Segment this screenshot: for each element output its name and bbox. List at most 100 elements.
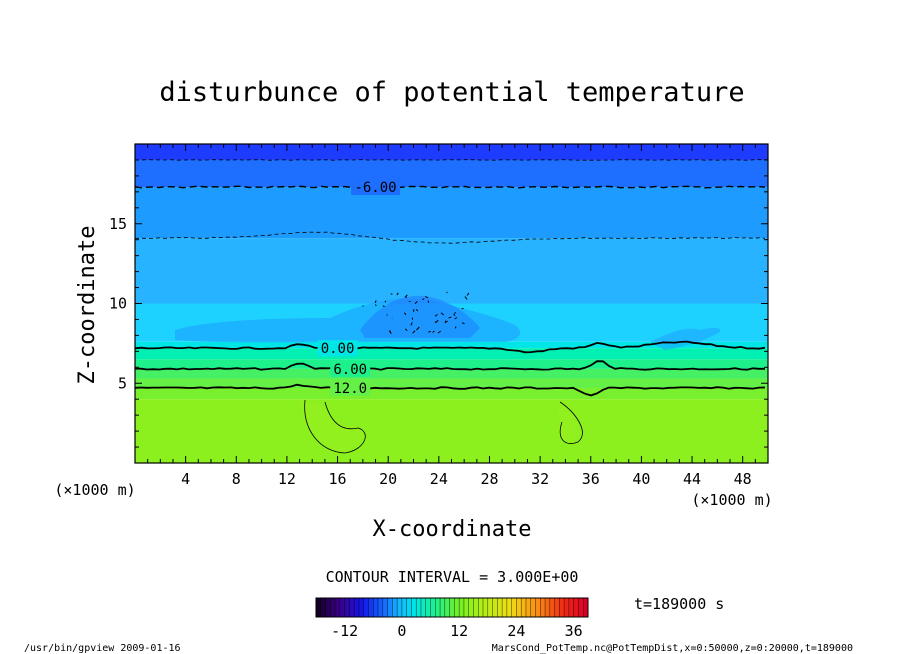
cold-squiggle	[362, 305, 364, 307]
cold-squiggle	[428, 330, 431, 333]
footer-right: MarsCond_PotTemp.nc@PotTempDist,x=0:5000…	[492, 643, 853, 654]
contour-label-bg-1	[317, 340, 358, 357]
cold-squiggle	[434, 314, 438, 317]
colorbar-cell	[525, 598, 532, 617]
color-band-7	[135, 359, 768, 369]
cold-patch-right	[650, 327, 721, 350]
colorbar-cell	[449, 598, 455, 617]
colorbar-cell	[492, 598, 498, 617]
colorbar-cell	[378, 598, 384, 617]
y-tick-label: 10	[109, 295, 127, 313]
colorbar-tick-label: -12	[331, 622, 358, 640]
cold-squiggle	[454, 312, 457, 314]
colorbar-cell	[416, 598, 422, 617]
cold-squiggle	[404, 294, 408, 298]
colorbar-cell	[440, 598, 446, 617]
colorbar-cell	[497, 598, 503, 617]
colorbar-cell	[578, 598, 584, 617]
cold-squiggle	[384, 300, 387, 303]
colorbar-cell	[325, 598, 331, 617]
x-tick-label: 12	[278, 470, 296, 488]
cold-squiggle	[404, 328, 408, 332]
x-tick-label: 24	[430, 470, 448, 488]
x-tick-label: 32	[531, 470, 549, 488]
colorbar-cell	[320, 598, 326, 617]
contour-line-2	[134, 360, 765, 371]
colorbar-cell	[420, 598, 427, 617]
footer-left: /usr/bin/gpview 2009-01-16	[24, 643, 181, 654]
colorbar-cell	[459, 598, 465, 617]
cold-squiggle	[416, 326, 420, 331]
cold-squiggle	[374, 304, 377, 307]
contour-label-bg-2	[330, 360, 371, 377]
colorbar-cell	[363, 598, 369, 617]
cold-squiggle	[448, 316, 452, 319]
cold-squiggle	[461, 307, 464, 310]
x-tick-label: 40	[632, 470, 650, 488]
contour-label-bg-3	[330, 380, 371, 397]
cold-squiggle	[405, 296, 408, 298]
color-band-10	[135, 388, 768, 400]
colorbar-cell	[478, 598, 484, 617]
time-label: t=189000 s	[634, 595, 724, 613]
cold-squiggle	[389, 330, 392, 335]
colorbar-tick-label: 0	[397, 622, 406, 640]
warm-blob-right	[557, 400, 579, 442]
colorbar-cell	[425, 598, 431, 617]
colorbar-cell	[444, 598, 451, 617]
colorbar-cell	[401, 598, 408, 617]
colorbar-cell	[559, 598, 565, 617]
cold-squiggle	[432, 330, 435, 333]
contour-closed-left	[304, 399, 366, 454]
colorbar-cell	[573, 598, 579, 617]
x-tick-label: 8	[232, 470, 241, 488]
color-band-2	[135, 187, 768, 239]
colorbar-cell	[511, 598, 517, 617]
y-tick-label: 5	[118, 374, 127, 392]
plot-bands	[135, 144, 768, 463]
cold-squiggle	[461, 322, 465, 325]
colorbar-cell	[435, 598, 441, 617]
contour-label-bg-0	[351, 179, 401, 196]
cold-squiggle	[464, 296, 468, 300]
color-band-1	[135, 159, 768, 188]
colorbar-cell	[530, 598, 536, 617]
cold-squiggle	[425, 295, 429, 299]
colorbar-cell	[554, 598, 560, 617]
warm-blob-left	[300, 400, 363, 452]
colorbar-cell	[454, 598, 460, 617]
contour-label-1: 0.00	[321, 341, 355, 357]
cold-squiggle	[396, 292, 399, 296]
colorbar-cell	[335, 598, 341, 617]
x-tick-label: 16	[329, 470, 347, 488]
colorbar-cell	[549, 598, 555, 617]
cold-squiggle	[444, 320, 447, 324]
y-tick-label: 15	[109, 215, 127, 233]
contour-closed-right	[559, 401, 583, 444]
x-tick-label: 48	[734, 470, 752, 488]
colorbar-cell	[373, 598, 379, 617]
colorbar-cell	[583, 598, 589, 617]
colorbar-cell	[564, 598, 570, 617]
color-band-9	[135, 378, 768, 389]
colorbar-cell	[483, 598, 489, 617]
x-tick-label: 28	[480, 470, 498, 488]
colorbar-cell	[430, 598, 436, 617]
cold-squiggle	[412, 330, 416, 334]
colorbar-frame	[315, 597, 589, 618]
colorbar-cell	[316, 598, 322, 617]
contour-line-0	[134, 185, 766, 189]
colorbar-cell	[358, 598, 365, 617]
colorbar-tick-label: 24	[507, 622, 525, 640]
colorbar-cell	[473, 598, 479, 617]
cold-squiggle	[437, 330, 441, 334]
colorbar-cell	[506, 598, 513, 617]
x-tick-label: 20	[379, 470, 397, 488]
color-band-11	[135, 399, 768, 463]
colorbar-cell	[382, 598, 388, 617]
contour-line-3	[134, 383, 766, 397]
cold-squiggle	[410, 322, 413, 326]
contour-dashed-mid	[135, 231, 766, 244]
colorbar-cell	[349, 598, 355, 617]
